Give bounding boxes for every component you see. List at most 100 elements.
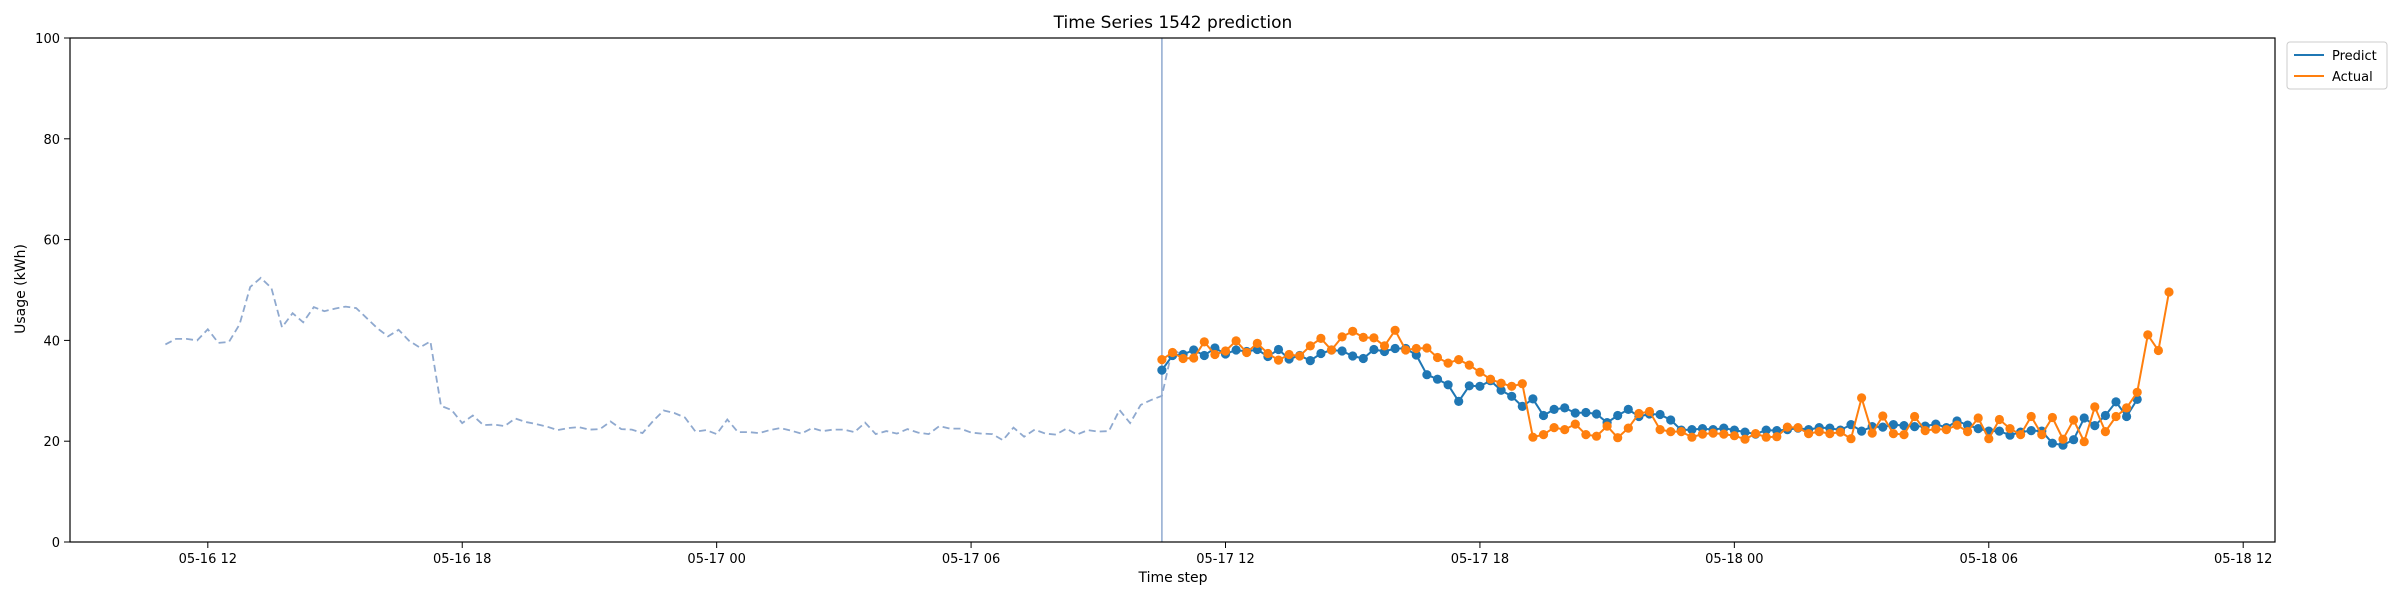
predict-point bbox=[1475, 381, 1485, 391]
predict-point bbox=[1878, 422, 1888, 432]
actual-point bbox=[1538, 430, 1549, 440]
actual-point bbox=[1655, 425, 1665, 435]
actual-point bbox=[1920, 426, 1930, 436]
actual-point bbox=[1570, 419, 1580, 429]
predict-point bbox=[1157, 365, 1167, 375]
actual-point bbox=[2079, 437, 2089, 447]
predict-point bbox=[1613, 410, 1623, 421]
predict-point bbox=[1655, 409, 1665, 420]
x-tick-label: 05-18 06 bbox=[1960, 552, 2018, 567]
predict-point bbox=[1454, 396, 1464, 406]
actual-point bbox=[1549, 423, 1559, 433]
actual-point bbox=[1422, 343, 1432, 353]
predict-point bbox=[1761, 425, 1771, 435]
actual-point bbox=[1697, 429, 1708, 439]
legend-predict-label: Predict bbox=[2332, 49, 2377, 64]
predict-point bbox=[1348, 351, 1358, 361]
actual-point bbox=[1189, 353, 1199, 363]
plot-area bbox=[164, 38, 2174, 542]
predict-point bbox=[1973, 424, 1983, 434]
actual-point bbox=[1581, 430, 1591, 440]
predict-point bbox=[1496, 385, 1506, 395]
actual-point bbox=[1231, 336, 1241, 346]
actual-point bbox=[1729, 431, 1739, 441]
predict-point bbox=[1740, 427, 1750, 437]
actual-point bbox=[1687, 432, 1697, 442]
x-tick-label: 05-16 18 bbox=[433, 552, 491, 567]
actual-point bbox=[1496, 378, 1506, 388]
actual-point bbox=[1825, 429, 1835, 439]
actual-point bbox=[2122, 403, 2132, 413]
predict-point bbox=[1666, 415, 1676, 425]
actual-point bbox=[1963, 427, 1973, 437]
x-tick-label: 05-18 12 bbox=[2214, 552, 2272, 567]
actual-point bbox=[1305, 341, 1315, 351]
actual-point bbox=[1443, 358, 1453, 368]
actual-point bbox=[1178, 353, 1188, 364]
actual-point bbox=[1295, 351, 1305, 361]
predict-point bbox=[1528, 394, 1538, 404]
actual-point bbox=[2143, 330, 2153, 340]
actual-point bbox=[1899, 430, 1909, 440]
actual-point bbox=[1316, 333, 1326, 343]
actual-point bbox=[1401, 345, 1411, 355]
predict-point bbox=[1687, 425, 1697, 435]
predict-point bbox=[1199, 350, 1209, 361]
predict-point bbox=[2111, 397, 2121, 407]
predict-point bbox=[1305, 356, 1315, 366]
x-tick-label: 05-18 00 bbox=[1705, 552, 1763, 567]
actual-point bbox=[1411, 343, 1421, 354]
actual-point bbox=[2026, 411, 2036, 422]
actual-point bbox=[1973, 413, 1983, 423]
actual-point bbox=[1761, 432, 1771, 442]
predict-point bbox=[1888, 420, 1898, 430]
y-tick-label: 0 bbox=[52, 536, 60, 551]
actual-point bbox=[2111, 411, 2121, 422]
predict-point bbox=[1507, 391, 1517, 401]
predict-point bbox=[1273, 344, 1284, 355]
actual-point bbox=[1157, 355, 1167, 365]
actual-point bbox=[1984, 434, 1994, 444]
actual-point bbox=[1952, 420, 1962, 430]
predict-point bbox=[1581, 407, 1591, 418]
legend: Predict Actual bbox=[2286, 41, 2388, 90]
predict-point bbox=[1910, 422, 1920, 432]
actual-point bbox=[1390, 325, 1400, 335]
actual-point bbox=[1284, 349, 1294, 360]
chart-title: Time Series 1542 prediction bbox=[1053, 13, 1293, 33]
actual-point bbox=[1348, 326, 1358, 336]
actual-point bbox=[1793, 423, 1803, 433]
actual-point bbox=[1772, 432, 1782, 442]
actual-point bbox=[1644, 406, 1655, 417]
actual-point bbox=[1263, 348, 1273, 359]
predict-point bbox=[1337, 346, 1347, 356]
predict-point bbox=[1560, 403, 1570, 413]
actual-point bbox=[1358, 332, 1368, 342]
predict-point bbox=[1443, 380, 1453, 390]
x-tick-label: 05-17 12 bbox=[1196, 552, 1254, 567]
y-tick-label: 60 bbox=[43, 234, 60, 249]
actual-point bbox=[1602, 421, 1612, 431]
actual-point bbox=[1846, 434, 1856, 444]
actual-point bbox=[2069, 415, 2079, 425]
actual-point bbox=[2047, 412, 2057, 423]
predict-point bbox=[1231, 345, 1241, 355]
actual-point bbox=[1326, 345, 1337, 355]
actual-point bbox=[1804, 429, 1814, 439]
predict-point bbox=[1411, 350, 1421, 360]
actual-point bbox=[1910, 411, 1920, 422]
actual-point bbox=[1857, 393, 1867, 403]
actual-point bbox=[1485, 374, 1496, 384]
actual-point bbox=[1242, 347, 1252, 358]
predict-point bbox=[1189, 345, 1199, 355]
predict-point bbox=[1994, 426, 2004, 436]
actual-point bbox=[2164, 287, 2174, 297]
actual-point bbox=[2016, 430, 2026, 440]
predict-point bbox=[1432, 374, 1443, 384]
actual-point bbox=[1740, 434, 1750, 444]
predict-point bbox=[1857, 426, 1867, 436]
actual-point bbox=[1782, 422, 1792, 432]
actual-point bbox=[1676, 427, 1686, 437]
